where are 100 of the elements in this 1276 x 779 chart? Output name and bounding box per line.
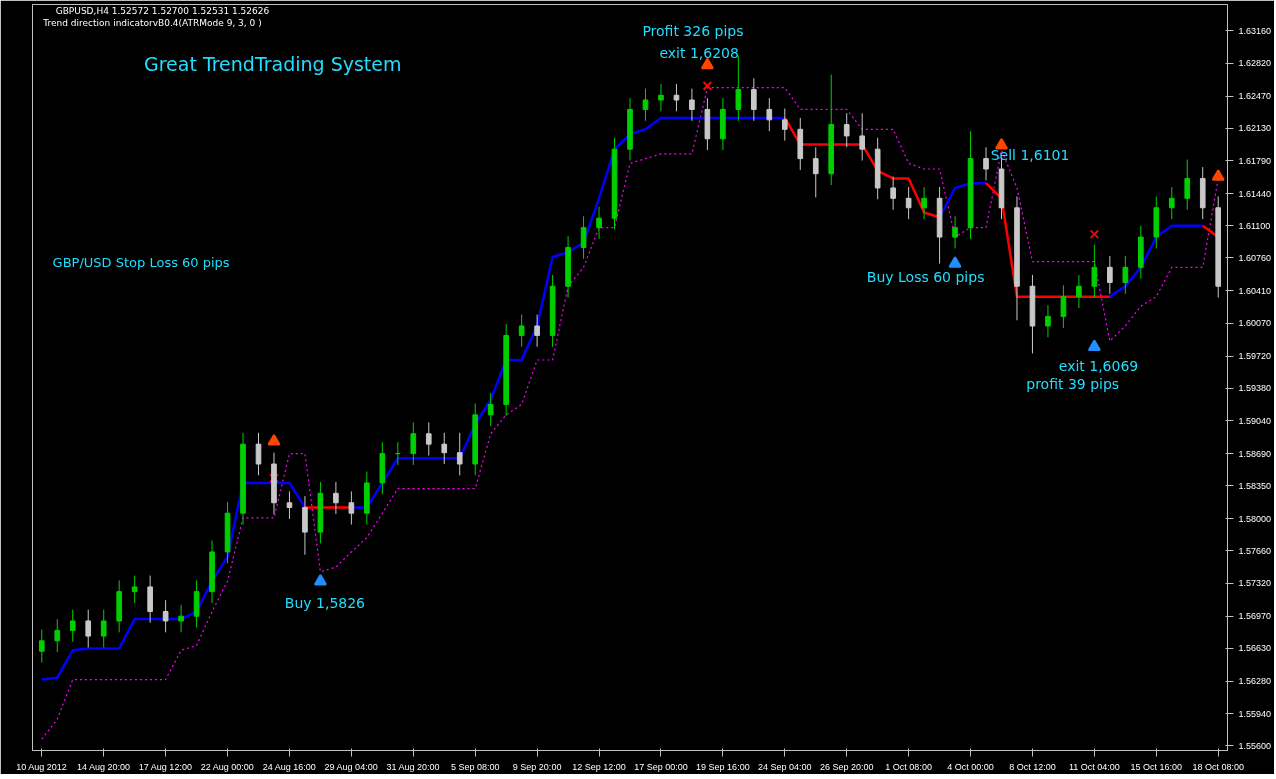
y-tick-label: 1.55600 bbox=[1238, 740, 1272, 751]
annotation: Sell 1,6101 bbox=[990, 147, 1070, 164]
point bbox=[267, 433, 281, 446]
candlestick bbox=[1107, 255, 1113, 295]
x-tick-label: 5 Sep 08:00 bbox=[450, 761, 500, 772]
candlestick bbox=[441, 432, 448, 465]
point bbox=[948, 256, 962, 268]
x-tick-label: 12 Sep 12:00 bbox=[572, 761, 626, 772]
candlestick bbox=[38, 628, 45, 664]
candlestick bbox=[673, 83, 680, 112]
x-tick-label: 22 Aug 00:00 bbox=[200, 761, 254, 772]
x-tick-label: 10 Aug 2012 bbox=[16, 761, 67, 772]
candlestick bbox=[983, 146, 989, 181]
x-tick-label: 4 Oct 00:00 bbox=[947, 761, 994, 772]
candlestick bbox=[131, 575, 138, 604]
y-tick-label: 1.56630 bbox=[1238, 643, 1272, 654]
y-tick-label: 1.55940 bbox=[1238, 708, 1272, 719]
candlestick bbox=[1122, 255, 1129, 295]
y-tick-label: 1.62130 bbox=[1238, 123, 1272, 134]
candlestick bbox=[952, 215, 958, 249]
point bbox=[1089, 229, 1100, 240]
candlestick bbox=[766, 97, 773, 132]
annotation: exit 1,6069 bbox=[1058, 358, 1139, 375]
candlestick bbox=[1168, 186, 1175, 220]
y-tick-label: 1.60760 bbox=[1238, 252, 1272, 263]
candlestick bbox=[69, 609, 76, 643]
y-tick-label: 1.61100 bbox=[1238, 220, 1271, 231]
annotation: GBP/USD Stop Loss 60 pips bbox=[52, 255, 230, 271]
y-tick-label: 1.59040 bbox=[1238, 415, 1272, 426]
annotation: GBPUSD,H4 1.52572 1.52700 1.52531 1.52626 bbox=[55, 6, 270, 17]
y-tick-label: 1.62820 bbox=[1238, 58, 1272, 69]
x-tick-label: 24 Sep 04:00 bbox=[758, 761, 812, 772]
candlestick bbox=[348, 490, 355, 526]
point bbox=[269, 473, 279, 484]
x-tick-label: 14 Aug 20:00 bbox=[76, 761, 130, 772]
candlestick bbox=[658, 83, 664, 112]
candlestick bbox=[751, 77, 757, 122]
y-tick-label: 1.61440 bbox=[1238, 188, 1272, 199]
y-tick-label: 1.57660 bbox=[1238, 546, 1272, 556]
candlestick bbox=[1045, 304, 1051, 338]
candlestick bbox=[596, 206, 602, 240]
y-tick-label: 1.56970 bbox=[1238, 611, 1272, 622]
annotation: Trend direction indicatorvB0.4(ATRMode 9, 3, 0 ) bbox=[42, 17, 262, 28]
candlestick bbox=[100, 609, 107, 648]
candlestick bbox=[518, 314, 525, 348]
x-tick-label: 9 Sep 20:00 bbox=[512, 761, 562, 772]
x-tick-label: 8 Oct 12:00 bbox=[1009, 761, 1056, 772]
candlestick bbox=[178, 604, 184, 633]
candlestick bbox=[85, 609, 92, 648]
candlestick bbox=[286, 490, 293, 520]
annotation: Buy Loss 60 pips bbox=[866, 269, 985, 286]
x-tick-label: 1 Oct 08:00 bbox=[885, 761, 932, 772]
x-tick-label: 31 Aug 20:00 bbox=[386, 761, 440, 772]
y-tick-label: 1.59720 bbox=[1238, 351, 1272, 362]
candlestick bbox=[843, 112, 850, 148]
x-tick-label: 11 Oct 04:00 bbox=[1068, 761, 1120, 772]
candlestick bbox=[162, 599, 169, 633]
x-tick-label: 18 Oct 08:00 bbox=[1192, 761, 1244, 772]
candlestick bbox=[859, 112, 866, 162]
candlestick bbox=[1091, 244, 1098, 299]
y-tick-label: 1.58000 bbox=[1238, 513, 1272, 524]
candlestick bbox=[580, 215, 587, 260]
y-tick-label: 1.60410 bbox=[1238, 285, 1272, 296]
point bbox=[702, 80, 713, 91]
candlestick bbox=[410, 421, 417, 466]
x-tick-label: 29 Aug 04:00 bbox=[324, 761, 378, 772]
x-tick-label: 26 Sep 20:00 bbox=[819, 761, 874, 772]
y-tick-label: 1.58690 bbox=[1238, 448, 1272, 459]
candlestick bbox=[781, 108, 788, 142]
y-tick-label: 1.56280 bbox=[1238, 676, 1272, 687]
candlestick bbox=[1184, 159, 1191, 211]
x-tick-label: 19 Sep 16:00 bbox=[696, 761, 750, 772]
candlestick bbox=[905, 186, 912, 220]
x-tick-label: 17 Sep 00:00 bbox=[634, 761, 688, 772]
candlestick bbox=[333, 481, 339, 515]
annotation: Great TrendTrading System bbox=[143, 52, 402, 75]
candlestick bbox=[890, 176, 896, 211]
y-tick-label: 1.57320 bbox=[1238, 578, 1272, 589]
y-tick-label: 1.58350 bbox=[1238, 480, 1272, 491]
candlestick bbox=[54, 618, 61, 653]
candlestick bbox=[1060, 284, 1067, 329]
candlestick bbox=[642, 88, 649, 122]
candlestick bbox=[689, 88, 695, 122]
candlestick bbox=[1076, 274, 1082, 309]
candlestick bbox=[425, 421, 432, 456]
y-tick-label: 1.60070 bbox=[1238, 318, 1272, 329]
candlestick bbox=[534, 314, 540, 348]
y-tick-label: 1.62470 bbox=[1238, 91, 1272, 102]
candlestick bbox=[812, 146, 819, 198]
candlestick bbox=[921, 186, 927, 220]
y-tick-label: 1.63160 bbox=[1238, 25, 1272, 36]
y-tick-label: 1.61790 bbox=[1238, 155, 1272, 166]
point bbox=[1211, 169, 1225, 181]
x-tick-label: 15 Oct 16:00 bbox=[1130, 761, 1183, 772]
point bbox=[1087, 339, 1101, 351]
candlestick bbox=[487, 392, 494, 427]
point bbox=[995, 138, 1008, 150]
annotation: exit 1,6208 bbox=[659, 45, 739, 62]
x-tick-label: 17 Aug 12:00 bbox=[138, 761, 192, 772]
candlestick bbox=[255, 432, 262, 476]
